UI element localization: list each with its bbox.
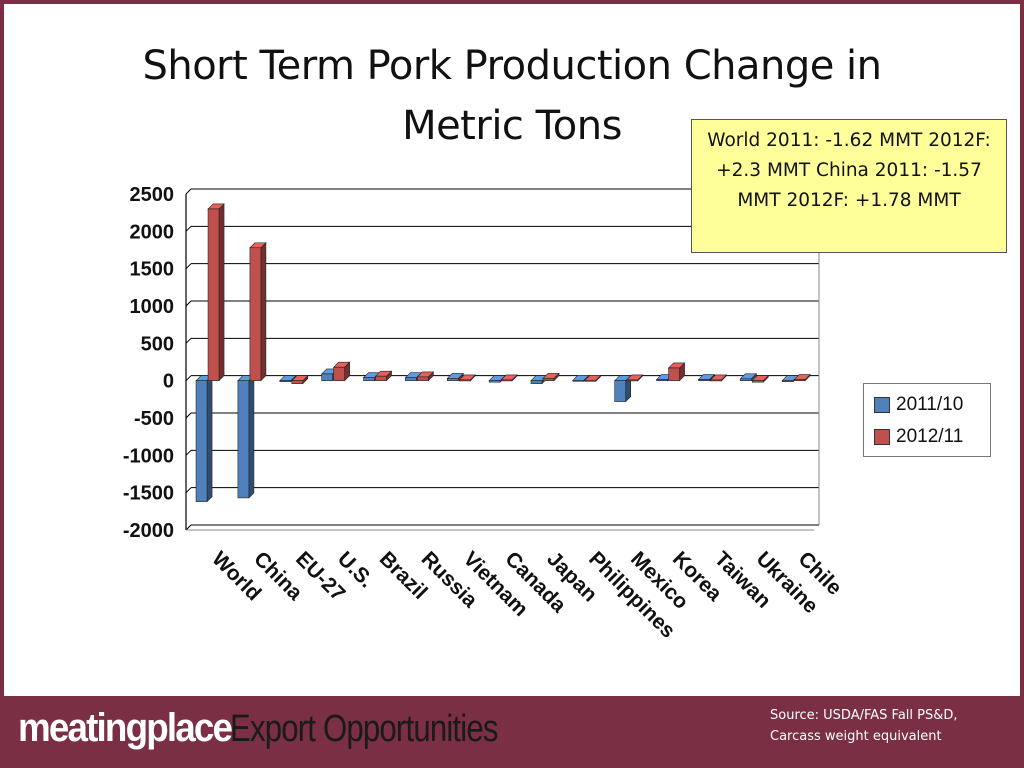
- bar: [500, 379, 513, 382]
- y-tick-label: -1000: [123, 445, 174, 467]
- bar-side: [206, 374, 213, 503]
- bar: [752, 380, 764, 383]
- legend-swatch-series2: [874, 429, 890, 445]
- y-tick-label: 2000: [130, 221, 175, 243]
- chart-legend: 2011/10 2012/11: [863, 383, 991, 457]
- bar: [740, 378, 752, 381]
- gridline-depth: [185, 524, 192, 531]
- bar: [668, 367, 680, 381]
- bar: [530, 380, 543, 384]
- gridline-depth: [185, 225, 192, 232]
- y-tick-label: 0: [163, 371, 174, 393]
- bar: [279, 380, 292, 382]
- gridline-depth: [185, 300, 192, 307]
- bar: [375, 375, 387, 381]
- legend-item-series1: 2011/10: [874, 394, 963, 416]
- bar: [363, 377, 375, 381]
- bar: [793, 379, 806, 381]
- bar: [584, 379, 597, 382]
- gridline-depth: [185, 337, 192, 344]
- source-line-1: Source: USDA/FAS Fall PS&D,: [770, 708, 958, 723]
- source-line-2: Carcass weight equivalent: [770, 729, 942, 744]
- chart-title: Short Term Pork Production Change in Met…: [0, 36, 1024, 156]
- gridline-depth: [185, 263, 192, 270]
- title-line-1: Short Term Pork Production Change in: [142, 43, 882, 89]
- gridline-depth: [185, 449, 192, 456]
- y-tick-label: -500: [134, 408, 174, 430]
- legend-swatch-series1: [874, 397, 890, 413]
- bar: [207, 208, 220, 381]
- bar: [614, 380, 627, 402]
- legend-label-series1: 2011/10: [896, 394, 964, 415]
- bar: [626, 379, 639, 382]
- bar-side: [260, 242, 267, 382]
- y-tick-label: 500: [141, 333, 174, 355]
- bar-chart: 25002000150010005000-500-1000-1500-2000W…: [123, 184, 846, 643]
- bar: [291, 380, 304, 384]
- bar: [710, 379, 722, 382]
- export-opportunities-tagline: Export Opportunities: [230, 708, 498, 750]
- bar: [405, 377, 417, 381]
- gridline-depth: [185, 412, 192, 419]
- y-tick-label: -1500: [123, 483, 174, 505]
- bar-side: [248, 374, 255, 499]
- title-line-2: Metric Tons: [402, 103, 622, 149]
- bar: [249, 247, 262, 381]
- bar: [572, 379, 585, 382]
- bar: [781, 380, 794, 382]
- bar: [488, 380, 501, 383]
- gridline-depth: [185, 188, 192, 195]
- bar: [458, 379, 471, 382]
- y-tick-label: 2500: [130, 184, 175, 206]
- legend-item-series2: 2012/11: [874, 426, 963, 448]
- bar: [542, 378, 555, 381]
- y-tick-label: 1500: [130, 259, 175, 281]
- bar: [417, 376, 429, 381]
- bar-side: [218, 203, 225, 382]
- bar: [321, 373, 333, 381]
- meatingplace-logo: meatingplace: [18, 706, 233, 750]
- legend-label-series2: 2012/11: [896, 426, 964, 447]
- y-tick-label: -2000: [123, 520, 174, 542]
- source-note: Source: USDA/FAS Fall PS&D, Carcass weig…: [770, 705, 958, 747]
- y-tick-label: 1000: [130, 296, 175, 318]
- x-tick-label: Brazil: [375, 547, 432, 604]
- bar: [698, 379, 710, 381]
- gridline-depth: [185, 375, 192, 382]
- bar: [195, 380, 208, 502]
- bar: [333, 366, 345, 381]
- bar: [237, 380, 250, 499]
- bar: [446, 378, 459, 381]
- gridline-depth: [185, 487, 192, 494]
- plot-area: [186, 189, 819, 530]
- callout-box: World 2011: -1.62 MMT 2012F: +2.3 MMT Ch…: [691, 119, 1007, 253]
- bar: [656, 379, 668, 381]
